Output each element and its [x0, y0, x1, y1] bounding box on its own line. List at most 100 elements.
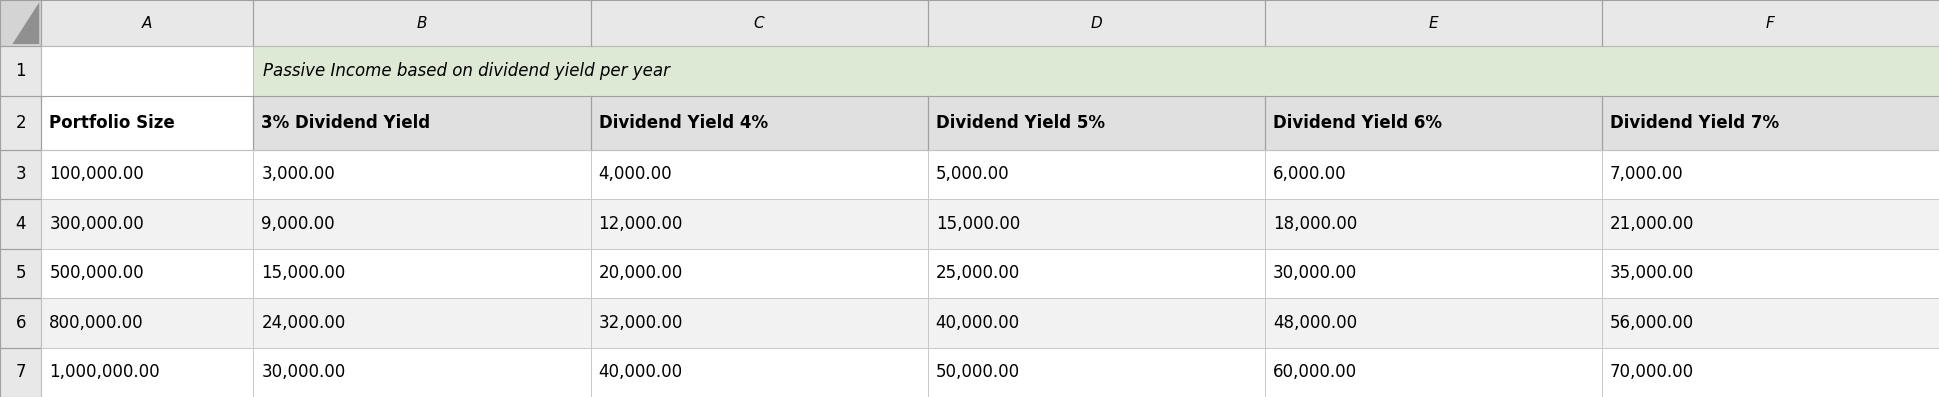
Bar [1264, 150, 1602, 199]
Bar [41, 298, 254, 347]
Text: Dividend Yield 4%: Dividend Yield 4% [599, 114, 768, 132]
Bar [0, 150, 41, 199]
Bar [1264, 199, 1602, 249]
Text: 800,000.00: 800,000.00 [48, 314, 143, 332]
Text: Dividend Yield 6%: Dividend Yield 6% [1272, 114, 1443, 132]
Text: 18,000.00: 18,000.00 [1272, 215, 1357, 233]
Text: 100,000.00: 100,000.00 [48, 165, 143, 183]
Bar [1602, 0, 1939, 46]
Bar [1602, 199, 1939, 249]
Bar [591, 298, 927, 347]
Text: 3% Dividend Yield: 3% Dividend Yield [262, 114, 430, 132]
Bar [591, 0, 927, 46]
Bar [927, 96, 1264, 150]
Text: B: B [417, 16, 427, 31]
Text: Passive Income based on dividend yield per year: Passive Income based on dividend yield p… [264, 62, 671, 80]
Bar [927, 249, 1264, 298]
Text: C: C [754, 16, 764, 31]
Text: 3: 3 [16, 165, 25, 183]
Bar [41, 0, 254, 46]
Text: 70,000.00: 70,000.00 [1609, 363, 1695, 381]
Text: 24,000.00: 24,000.00 [262, 314, 345, 332]
Text: Dividend Yield 5%: Dividend Yield 5% [937, 114, 1105, 132]
Text: E: E [1429, 16, 1439, 31]
Bar [254, 0, 591, 46]
Text: 1,000,000.00: 1,000,000.00 [48, 363, 159, 381]
Bar [41, 150, 254, 199]
Bar [1602, 150, 1939, 199]
Bar [41, 249, 254, 298]
Bar [1264, 347, 1602, 397]
Bar [254, 150, 591, 199]
Polygon shape [12, 2, 39, 44]
Bar [591, 249, 927, 298]
Text: 60,000.00: 60,000.00 [1272, 363, 1357, 381]
Text: 40,000.00: 40,000.00 [937, 314, 1020, 332]
Text: 500,000.00: 500,000.00 [48, 264, 143, 282]
Text: 5,000.00: 5,000.00 [937, 165, 1010, 183]
Text: 5: 5 [16, 264, 25, 282]
Text: 4,000.00: 4,000.00 [599, 165, 673, 183]
Bar [927, 150, 1264, 199]
Bar [41, 96, 254, 150]
Bar [0, 199, 41, 249]
Bar [591, 347, 927, 397]
Bar [0, 298, 41, 347]
Bar [41, 199, 254, 249]
Text: 50,000.00: 50,000.00 [937, 363, 1020, 381]
Text: 25,000.00: 25,000.00 [937, 264, 1020, 282]
Bar [254, 298, 591, 347]
Bar [1602, 96, 1939, 150]
Bar [1602, 298, 1939, 347]
Bar [927, 298, 1264, 347]
Text: Portfolio Size: Portfolio Size [48, 114, 175, 132]
Bar [41, 46, 254, 96]
Text: 20,000.00: 20,000.00 [599, 264, 683, 282]
Text: F: F [1766, 16, 1774, 31]
Text: 30,000.00: 30,000.00 [262, 363, 345, 381]
Text: 4: 4 [16, 215, 25, 233]
Bar [1264, 249, 1602, 298]
Bar [591, 150, 927, 199]
Text: 300,000.00: 300,000.00 [48, 215, 143, 233]
Text: 3,000.00: 3,000.00 [262, 165, 335, 183]
Text: 30,000.00: 30,000.00 [1272, 264, 1357, 282]
Text: 15,000.00: 15,000.00 [262, 264, 345, 282]
Text: 12,000.00: 12,000.00 [599, 215, 683, 233]
Text: 56,000.00: 56,000.00 [1609, 314, 1695, 332]
Bar [1602, 347, 1939, 397]
Text: D: D [1090, 16, 1101, 31]
Bar [254, 199, 591, 249]
Bar [41, 347, 254, 397]
Bar [0, 0, 41, 46]
Bar [927, 0, 1264, 46]
Text: 15,000.00: 15,000.00 [937, 215, 1020, 233]
Bar [254, 347, 591, 397]
Bar [0, 46, 41, 96]
Bar [591, 199, 927, 249]
Bar [1264, 0, 1602, 46]
Text: 35,000.00: 35,000.00 [1609, 264, 1695, 282]
Text: 32,000.00: 32,000.00 [599, 314, 683, 332]
Bar [254, 46, 1939, 96]
Text: 6: 6 [16, 314, 25, 332]
Bar [927, 199, 1264, 249]
Text: 40,000.00: 40,000.00 [599, 363, 683, 381]
Text: A: A [142, 16, 153, 31]
Text: 6,000.00: 6,000.00 [1272, 165, 1346, 183]
Text: 9,000.00: 9,000.00 [262, 215, 335, 233]
Bar [1602, 249, 1939, 298]
Bar [1264, 298, 1602, 347]
Bar [0, 96, 41, 150]
Text: Dividend Yield 7%: Dividend Yield 7% [1609, 114, 1778, 132]
Bar [254, 96, 591, 150]
Text: 21,000.00: 21,000.00 [1609, 215, 1695, 233]
Text: 1: 1 [16, 62, 25, 80]
Bar [927, 347, 1264, 397]
Bar [0, 347, 41, 397]
Text: 7: 7 [16, 363, 25, 381]
Text: 7,000.00: 7,000.00 [1609, 165, 1683, 183]
Text: 2: 2 [16, 114, 25, 132]
Bar [591, 96, 927, 150]
Text: 48,000.00: 48,000.00 [1272, 314, 1357, 332]
